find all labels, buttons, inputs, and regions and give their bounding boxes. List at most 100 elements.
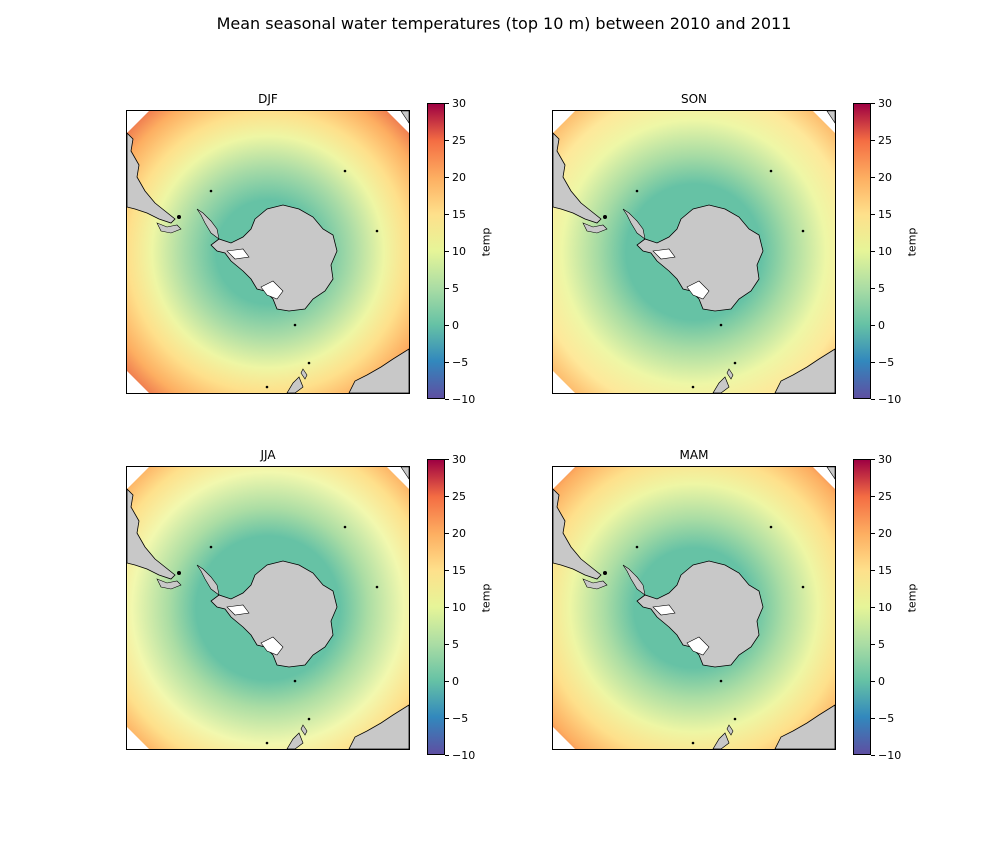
subantarctic-island bbox=[733, 361, 737, 365]
australia-land bbox=[348, 704, 409, 749]
colorbar-tick-label: 10 bbox=[445, 245, 485, 258]
new-zealand-land bbox=[712, 376, 730, 393]
africa-land bbox=[826, 467, 835, 480]
map-panel-jja: JJA temp 30 25 20 15 10 5 0 −5 −10 bbox=[126, 448, 506, 761]
map-panel-djf: DJF temp 30 25 20 15 10 5 0 −5 −10 bbox=[126, 92, 506, 405]
colorbar-tick-label: −10 bbox=[445, 393, 485, 406]
colorbar-tick-label: 10 bbox=[445, 601, 485, 614]
subantarctic-island bbox=[293, 323, 297, 327]
ronne-ice-shelf bbox=[652, 604, 676, 616]
figure-title: Mean seasonal water temperatures (top 10… bbox=[216, 14, 792, 33]
colorbar-tick-label: 5 bbox=[871, 282, 911, 295]
ronne-ice-shelf bbox=[226, 248, 250, 260]
subantarctic-island bbox=[801, 229, 805, 233]
subantarctic-island bbox=[375, 585, 379, 589]
antarctica-land bbox=[636, 560, 764, 668]
ross-ice-shelf bbox=[260, 636, 284, 656]
colorbar-djf bbox=[427, 103, 445, 399]
subantarctic-island bbox=[635, 189, 639, 193]
colorbar-tick-label: 0 bbox=[445, 675, 485, 688]
tierra-del-fuego-land bbox=[156, 222, 182, 234]
falklands-island bbox=[177, 571, 181, 575]
colorbar-tick-label: 30 bbox=[445, 97, 485, 110]
panel-title-son: SON bbox=[680, 92, 708, 106]
colorbar-tick-label: 30 bbox=[871, 97, 911, 110]
colorbar-tick-label: 5 bbox=[871, 638, 911, 651]
colorbar-tick-label: 15 bbox=[445, 208, 485, 221]
antarctic-peninsula bbox=[622, 564, 646, 596]
ronne-ice-shelf bbox=[226, 604, 250, 616]
antarctica-land bbox=[210, 560, 338, 668]
colorbar-tick-label: −5 bbox=[445, 356, 485, 369]
map-svg-jja bbox=[127, 467, 409, 749]
new-zealand-land bbox=[712, 732, 730, 749]
subantarctic-island bbox=[719, 679, 723, 683]
antarctic-peninsula bbox=[196, 208, 220, 240]
subantarctic-island bbox=[307, 361, 311, 365]
colorbar-tick-label: 0 bbox=[871, 675, 911, 688]
colorbar-tick-label: −10 bbox=[445, 749, 485, 762]
colorbar-tick-label: 25 bbox=[445, 490, 485, 503]
subantarctic-island bbox=[209, 545, 213, 549]
colorbar-tick-label: 20 bbox=[445, 527, 485, 540]
subantarctic-island bbox=[733, 717, 737, 721]
map-svg-djf bbox=[127, 111, 409, 393]
map-svg-mam bbox=[553, 467, 835, 749]
panel-title-djf: DJF bbox=[258, 92, 278, 106]
antarctica-land bbox=[210, 204, 338, 312]
falklands-island bbox=[177, 215, 181, 219]
subantarctic-island bbox=[307, 717, 311, 721]
subantarctic-island bbox=[691, 385, 695, 389]
colorbar-tick-label: 5 bbox=[445, 638, 485, 651]
map-jja bbox=[126, 466, 410, 750]
africa-land bbox=[400, 111, 409, 124]
subantarctic-island bbox=[293, 679, 297, 683]
colorbar-tick-label: −5 bbox=[871, 712, 911, 725]
colorbar-tick-label: 30 bbox=[871, 453, 911, 466]
tierra-del-fuego-land bbox=[156, 578, 182, 590]
colorbar-tick-label: 25 bbox=[445, 134, 485, 147]
colorbar-tick-label: 15 bbox=[871, 564, 911, 577]
south-america-land bbox=[127, 132, 176, 224]
ross-ice-shelf bbox=[260, 280, 284, 300]
subantarctic-island bbox=[265, 385, 269, 389]
antarctic-peninsula bbox=[196, 564, 220, 596]
subantarctic-island bbox=[343, 525, 347, 529]
colorbar-tick-label: 0 bbox=[445, 319, 485, 332]
colorbar-tick-label: 20 bbox=[871, 527, 911, 540]
panel-title-mam: MAM bbox=[679, 448, 709, 462]
colorbar-mam bbox=[853, 459, 871, 755]
subantarctic-island bbox=[801, 585, 805, 589]
falklands-island bbox=[603, 215, 607, 219]
tierra-del-fuego-land bbox=[582, 222, 608, 234]
colorbar-tick-label: 5 bbox=[445, 282, 485, 295]
africa-land bbox=[826, 111, 835, 124]
colorbar-tick-label: 0 bbox=[871, 319, 911, 332]
colorbar-tick-label: 15 bbox=[871, 208, 911, 221]
map-panel-mam: MAM temp 30 25 20 15 10 5 0 −5 −10 bbox=[552, 448, 932, 761]
australia-land bbox=[774, 348, 835, 393]
ronne-ice-shelf bbox=[652, 248, 676, 260]
ross-ice-shelf bbox=[686, 280, 710, 300]
antarctic-peninsula bbox=[622, 208, 646, 240]
australia-land bbox=[774, 704, 835, 749]
falklands-island bbox=[603, 571, 607, 575]
colorbar-tick-label: 10 bbox=[871, 245, 911, 258]
colorbar-tick-label: 20 bbox=[445, 171, 485, 184]
subantarctic-island bbox=[691, 741, 695, 745]
colorbar-tick-label: 25 bbox=[871, 490, 911, 503]
panel-title-jja: JJA bbox=[260, 448, 276, 462]
ross-ice-shelf bbox=[686, 636, 710, 656]
colorbar-son bbox=[853, 103, 871, 399]
subantarctic-island bbox=[375, 229, 379, 233]
colorbar-tick-label: −5 bbox=[871, 356, 911, 369]
map-mam bbox=[552, 466, 836, 750]
map-panel-son: SON temp 30 25 20 15 10 5 0 −5 −10 bbox=[552, 92, 932, 405]
south-america-land bbox=[553, 132, 602, 224]
colorbar-tick-label: 15 bbox=[445, 564, 485, 577]
new-zealand-land bbox=[286, 376, 304, 393]
antarctica-land bbox=[636, 204, 764, 312]
colorbar-tick-label: 20 bbox=[871, 171, 911, 184]
colorbar-jja bbox=[427, 459, 445, 755]
map-svg-son bbox=[553, 111, 835, 393]
